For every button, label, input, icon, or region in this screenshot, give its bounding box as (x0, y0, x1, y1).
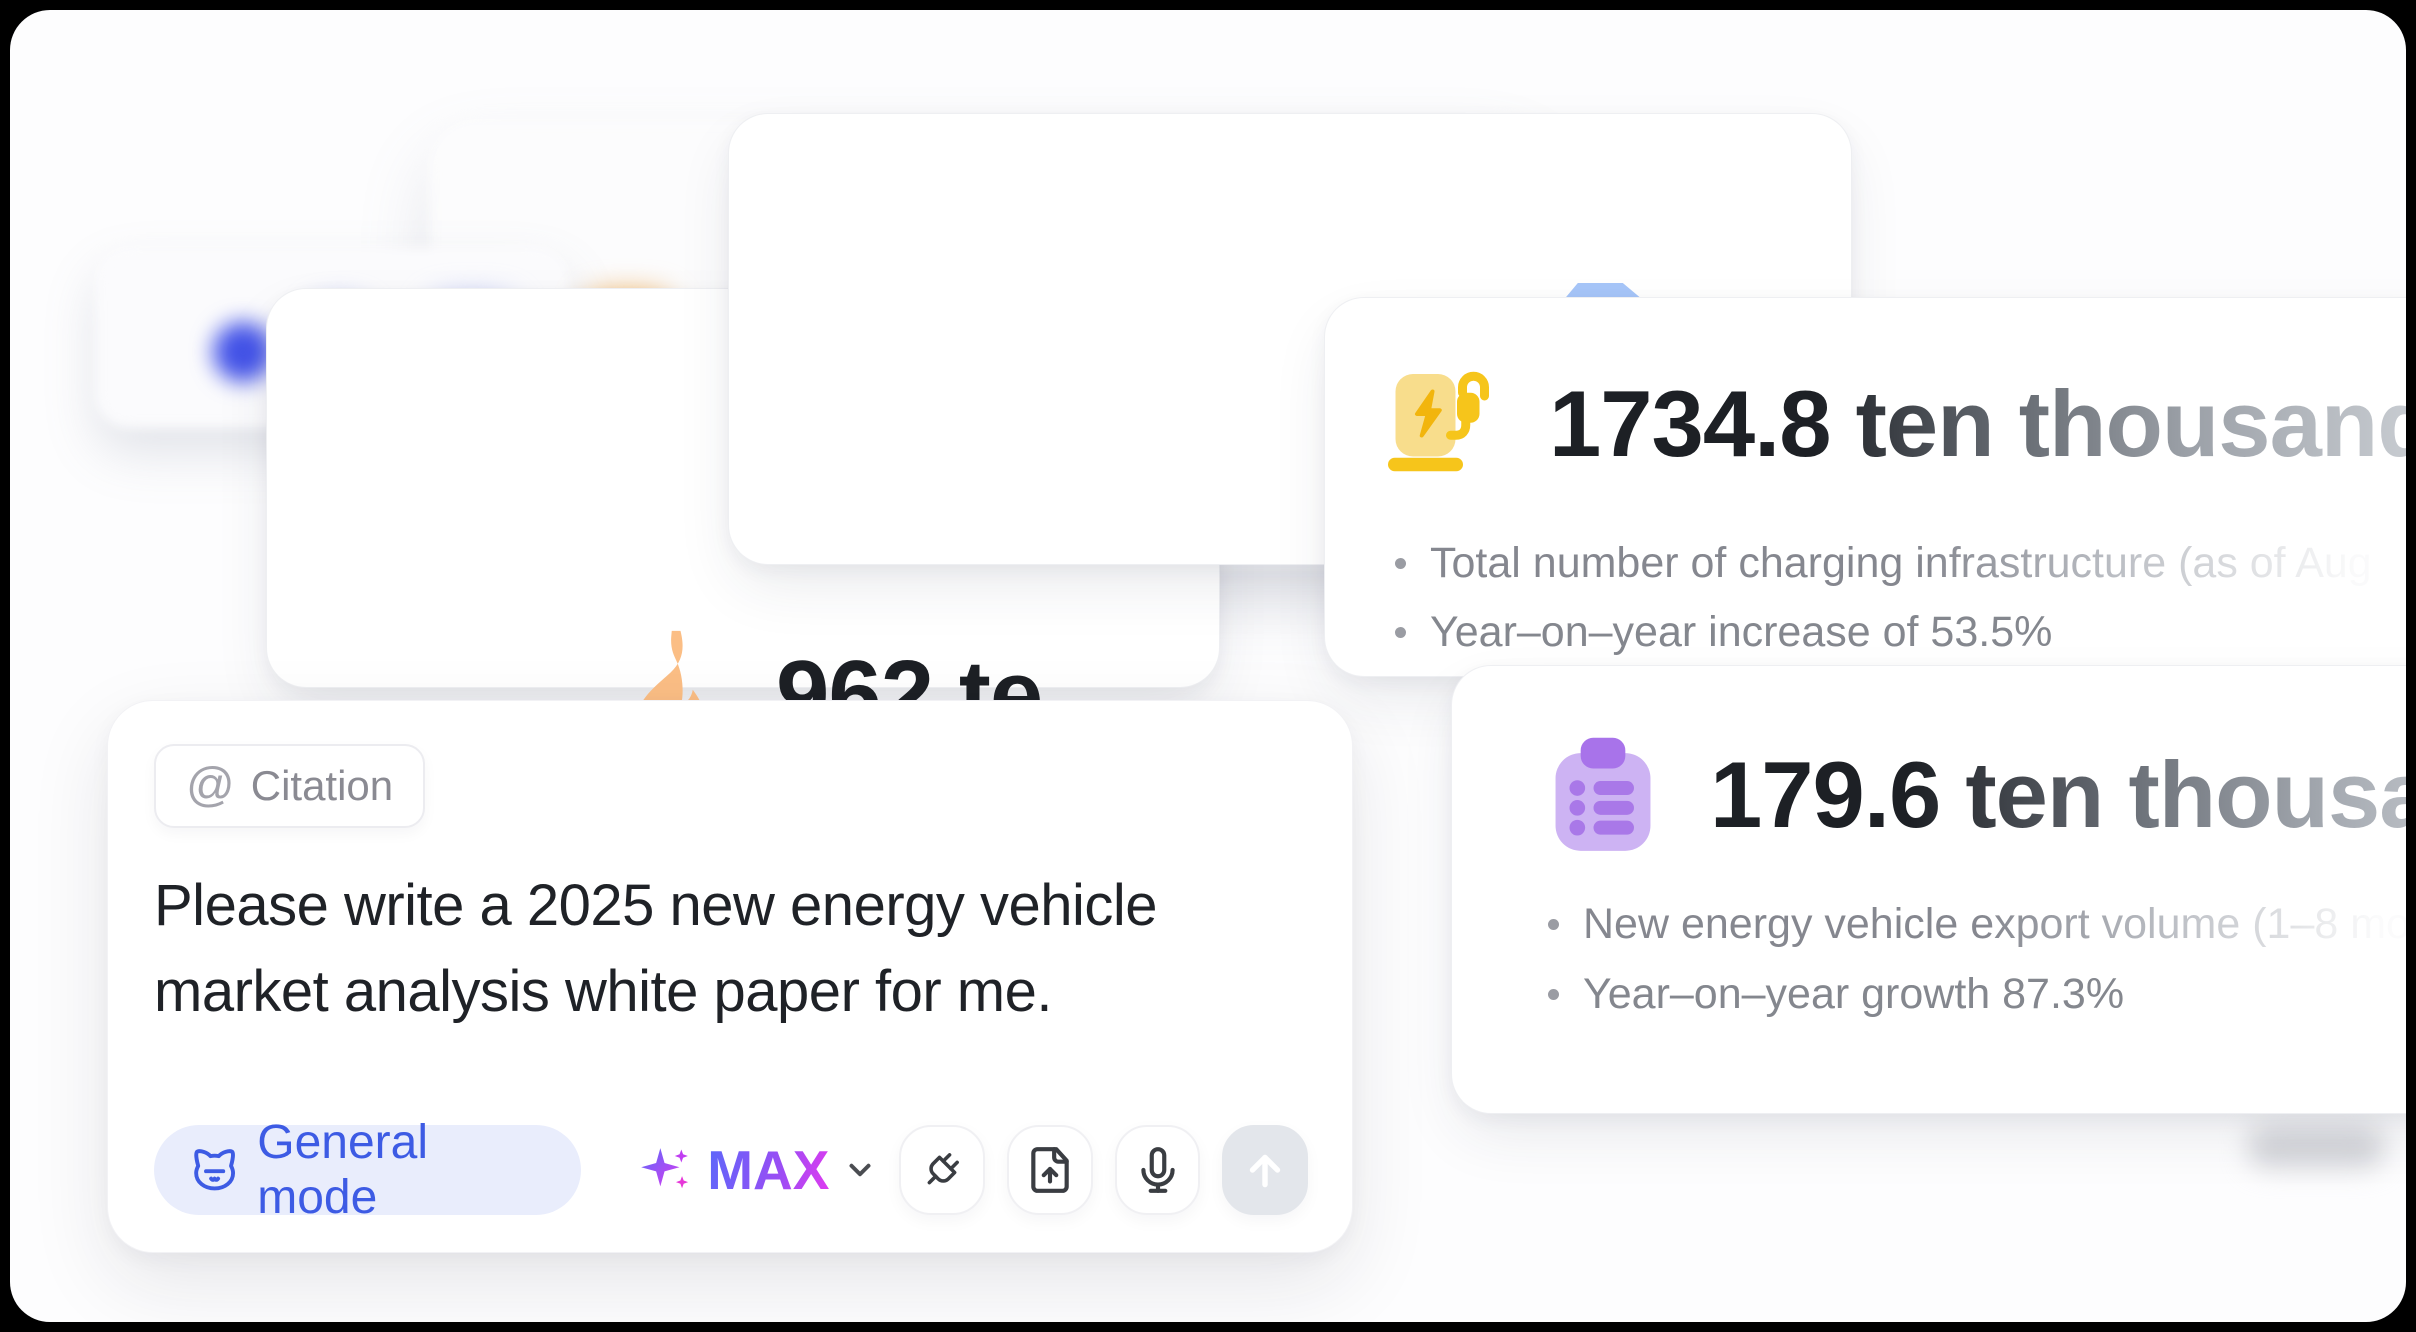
model-selector-max[interactable]: MAX (637, 1138, 877, 1202)
sparkles-icon (641, 1148, 689, 1189)
canvas: 962 te China's new energ Year–on–year gr… (10, 10, 2406, 1322)
chevron-down-icon (849, 1163, 871, 1177)
prompt-input[interactable]: Please write a 2025 new energy vehicle m… (154, 863, 1306, 1035)
stat-title-charging: 1734.8 ten thousand (1549, 364, 2406, 484)
prompt-line: Please write a 2025 new energy vehicle (154, 873, 1158, 938)
plugin-button[interactable] (899, 1125, 986, 1215)
composer-toolbar: General mode MAX (154, 1116, 1308, 1224)
stat-card-charging: 1734.8 ten thousand Total number of char… (1324, 297, 2406, 677)
clipboard-icon (1536, 728, 1670, 862)
blurred-gray-smudge (2248, 1126, 2384, 1168)
stat-bullet: Total number of charging infrastructure … (1395, 539, 2372, 588)
stat-card-export: 179.6 ten thousand New energy vehicle ex… (1451, 665, 2406, 1114)
microphone-icon (1140, 1147, 1175, 1193)
prompt-line: market analysis white paper for me. (154, 959, 1052, 1024)
stat-bullet: Year–on–year increase of 53.5% (1395, 608, 2372, 657)
voice-button[interactable] (1114, 1125, 1201, 1215)
composer-card: @ Citation Please write a 2025 new energ… (107, 700, 1353, 1253)
file-upload-icon (1031, 1147, 1069, 1193)
bullet-dot (1395, 558, 1406, 569)
model-label: MAX (707, 1139, 830, 1201)
citation-label: Citation (250, 762, 394, 809)
stat-bullet: Year–on–year growth 87.3% (1548, 970, 2406, 1019)
cat-icon (194, 1149, 236, 1191)
citation-chip[interactable]: @ Citation (154, 744, 426, 828)
blurred-blue-dot (213, 322, 273, 382)
bullet-dot (1548, 989, 1559, 1000)
arrow-up-icon (1249, 1154, 1281, 1188)
at-icon: @ (186, 759, 235, 812)
stat-title-export: 179.6 ten thousand (1710, 728, 2406, 862)
send-button[interactable] (1222, 1125, 1308, 1215)
mode-chip-general[interactable]: General mode (154, 1116, 582, 1224)
upload-button[interactable] (1007, 1125, 1093, 1215)
plug-icon (927, 1153, 960, 1185)
bullet-dot (1548, 919, 1559, 930)
ev-charger-icon (1383, 364, 1503, 484)
bullet-dot (1395, 627, 1406, 638)
mode-chip-label: General mode (257, 1116, 428, 1224)
stat-bullet: New energy vehicle export volume (1–8 mo (1548, 900, 2406, 949)
